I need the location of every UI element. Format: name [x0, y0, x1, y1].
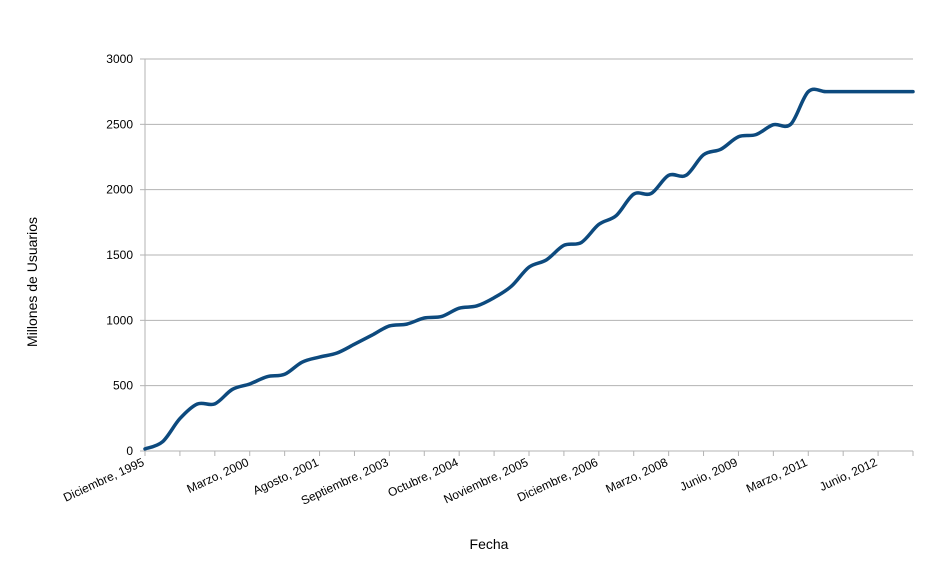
x-tick-label: Marzo, 2011 — [744, 455, 810, 496]
y-axis-title: Millones de Usuarios — [24, 217, 40, 347]
y-tick-labels: 0 500 1000 1500 2000 2500 3000 — [106, 52, 133, 458]
x-tick-labels: Diciembre, 1995 Marzo, 2000 Agosto, 2001Se… — [61, 455, 879, 508]
x-tick-label: Junio, 2012 — [817, 455, 879, 494]
series-layer — [143, 87, 915, 451]
y-tick-label: 2000 — [106, 183, 133, 197]
x-tick-label: Junio, 2009 — [678, 455, 740, 494]
y-tick-label: 2500 — [106, 117, 133, 131]
y-tick-label: 0 — [126, 444, 133, 458]
y-tick-label: 1000 — [106, 313, 133, 327]
y-tick-label: 1500 — [106, 248, 133, 262]
gridlines — [145, 58, 913, 387]
axes — [140, 58, 914, 456]
x-tick-label: Diciembre, 2006 — [515, 455, 600, 505]
x-tick-label: Marzo, 2008 — [604, 455, 671, 496]
y-tick-label: 500 — [113, 379, 133, 393]
x-tick-label: Marzo, 2000 — [185, 455, 252, 496]
y-tick-label: 3000 — [106, 52, 133, 66]
x-axis-title: Fecha — [470, 536, 509, 552]
series-line — [143, 87, 915, 451]
x-tick-label: Diciembre, 1995 — [61, 455, 146, 505]
